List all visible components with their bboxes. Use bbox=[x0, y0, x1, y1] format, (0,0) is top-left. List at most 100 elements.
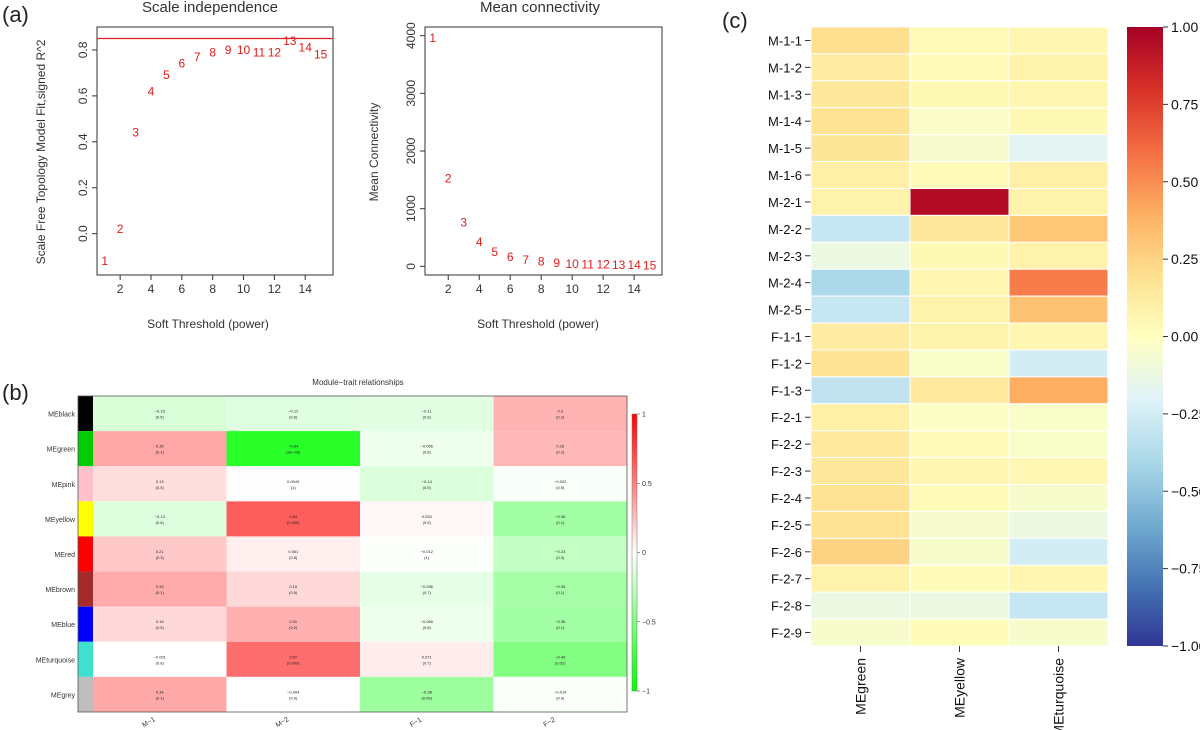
colorbar-tick-label: −0.5 bbox=[642, 619, 656, 626]
a2-point-label: 5 bbox=[491, 245, 498, 259]
module-trait-cell bbox=[360, 536, 494, 572]
panel-label-a: (a) bbox=[2, 2, 29, 27]
module-trait-cell bbox=[360, 676, 494, 712]
module-trait-pvalue: (0.009) bbox=[287, 520, 300, 525]
a1-y-tick-label: 0.2 bbox=[76, 179, 90, 196]
module-trait-pvalue: (0.1) bbox=[156, 590, 165, 595]
sample-module-cell bbox=[909, 107, 1010, 136]
sample-module-cell bbox=[810, 564, 911, 593]
module-trait-correlation: −0.066 bbox=[421, 444, 434, 449]
module-trait-cell bbox=[493, 606, 627, 642]
sample-module-cell bbox=[810, 161, 911, 189]
module-row-label: MEred bbox=[54, 552, 75, 559]
a2-y-tick-label: 4000 bbox=[404, 22, 418, 49]
a1-y-axis-label: Scale Free Topology Model Fit,signed R^2 bbox=[34, 39, 48, 264]
module-trait-correlation: −0.022 bbox=[554, 479, 567, 484]
module-color-swatch bbox=[78, 396, 93, 432]
module-trait-correlation: −0.14 bbox=[422, 479, 433, 484]
a1-point-label: 4 bbox=[148, 84, 155, 98]
sample-module-cell bbox=[1008, 457, 1109, 486]
sample-module-cell bbox=[1008, 241, 1109, 270]
module-trait-cell bbox=[93, 536, 227, 572]
sample-module-cell bbox=[810, 214, 911, 243]
sample-module-cell bbox=[1008, 268, 1109, 297]
sample-row-label: F-2-9 bbox=[771, 626, 802, 641]
colorbar-tick-label: 0.50 bbox=[1171, 174, 1198, 190]
module-trait-correlation: −0.38 bbox=[422, 689, 433, 694]
sample-row-label: F-1-3 bbox=[771, 383, 802, 398]
sample-module-cell bbox=[1008, 591, 1109, 620]
module-trait-pvalue: (0.1) bbox=[156, 450, 165, 455]
a2-point-label: 7 bbox=[522, 253, 529, 267]
module-trait-cell bbox=[493, 431, 627, 467]
a1-x-axis-label: Soft Threshold (power) bbox=[147, 317, 269, 331]
sample-module-cell bbox=[909, 187, 1010, 216]
sample-module-cell bbox=[909, 26, 1010, 55]
sample-module-cell bbox=[1008, 618, 1109, 647]
colorbar-tick-label: −0.25 bbox=[1171, 406, 1200, 422]
module-trait-cell bbox=[93, 466, 227, 502]
module-trait-correlation: 0.35 bbox=[156, 444, 165, 449]
module-trait-pvalue: (0.009) bbox=[287, 660, 300, 665]
colorbar-tick-label: −0.75 bbox=[1171, 561, 1200, 577]
module-column-label: MEyellow bbox=[952, 657, 968, 718]
a1-point-label: 8 bbox=[209, 45, 216, 59]
sample-row-label: F-2-3 bbox=[771, 464, 802, 479]
sample-module-cell bbox=[810, 430, 911, 459]
module-trait-correlation: −0.23 bbox=[555, 549, 566, 554]
sample-module-cell bbox=[810, 376, 911, 405]
sample-row-label: F-2-2 bbox=[771, 437, 802, 452]
a2-x-tick-label: 8 bbox=[538, 282, 545, 296]
sample-module-cell bbox=[810, 187, 911, 216]
sample-module-cell bbox=[909, 564, 1010, 593]
module-trait-pvalue: (0.1) bbox=[556, 520, 565, 525]
module-color-swatch bbox=[78, 676, 93, 712]
sample-module-cell bbox=[810, 26, 911, 55]
module-trait-pvalue: (0.1) bbox=[556, 590, 565, 595]
sample-row-label: M-1-6 bbox=[768, 168, 802, 183]
module-trait-cell bbox=[93, 501, 227, 537]
module-trait-heatmap: Module−trait relationships MEblack−0.15(… bbox=[36, 378, 656, 729]
module-trait-pvalue: (0.5) bbox=[156, 625, 165, 630]
sample-module-cell bbox=[909, 295, 1010, 324]
module-trait-correlation: −0.15 bbox=[155, 409, 166, 414]
module-color-swatch bbox=[78, 606, 93, 642]
module-trait-pvalue: (0.6) bbox=[156, 520, 165, 525]
module-trait-cell bbox=[226, 536, 360, 572]
sample-module-cell bbox=[810, 241, 911, 270]
module-trait-pvalue: (0.8) bbox=[289, 555, 298, 560]
sample-module-cell bbox=[1008, 322, 1109, 351]
colorbar-tick-label: −1 bbox=[642, 689, 650, 696]
a1-x-tick-label: 2 bbox=[117, 282, 124, 296]
a1-point-label: 12 bbox=[268, 45, 282, 59]
module-trait-correlation: 0.28 bbox=[556, 444, 565, 449]
module-trait-pvalue: (0.3) bbox=[156, 555, 165, 560]
sample-module-cell bbox=[1008, 214, 1109, 243]
sample-module-cell bbox=[909, 618, 1010, 647]
module-trait-pvalue: (0.8) bbox=[423, 625, 432, 630]
a2-x-tick-label: 6 bbox=[507, 282, 514, 296]
module-trait-pvalue: (0.7) bbox=[423, 660, 432, 665]
module-trait-cell bbox=[93, 676, 227, 712]
sample-module-cell bbox=[909, 430, 1010, 459]
sample-row-label: F-1-1 bbox=[771, 330, 802, 345]
colorbar-tick-label: 0.00 bbox=[1171, 329, 1198, 345]
module-trait-frame bbox=[77, 395, 628, 713]
sample-module-cell bbox=[1008, 430, 1109, 459]
module-trait-correlation: 0.57 bbox=[289, 654, 298, 659]
trait-column-label: M−2 bbox=[275, 716, 291, 729]
module-color-swatch bbox=[78, 536, 93, 572]
sample-row-label: F-2-4 bbox=[771, 491, 802, 506]
sample-module-cell bbox=[1008, 564, 1109, 593]
sample-row-label: M-2-5 bbox=[768, 303, 802, 318]
sample-module-cell bbox=[1008, 134, 1109, 163]
sample-module-cell bbox=[1008, 510, 1109, 539]
sample-module-cell bbox=[810, 618, 911, 647]
sample-module-cell bbox=[1008, 161, 1109, 189]
module-row-label: MEgrey bbox=[51, 692, 76, 699]
a2-y-axis-label: Mean Connectivity bbox=[367, 103, 381, 202]
a2-x-tick-label: 12 bbox=[596, 282, 610, 296]
sample-module-cell bbox=[909, 268, 1010, 297]
a2-y-tick-label: 0 bbox=[404, 263, 418, 270]
a1-y-tick-label: 0.6 bbox=[76, 87, 90, 104]
